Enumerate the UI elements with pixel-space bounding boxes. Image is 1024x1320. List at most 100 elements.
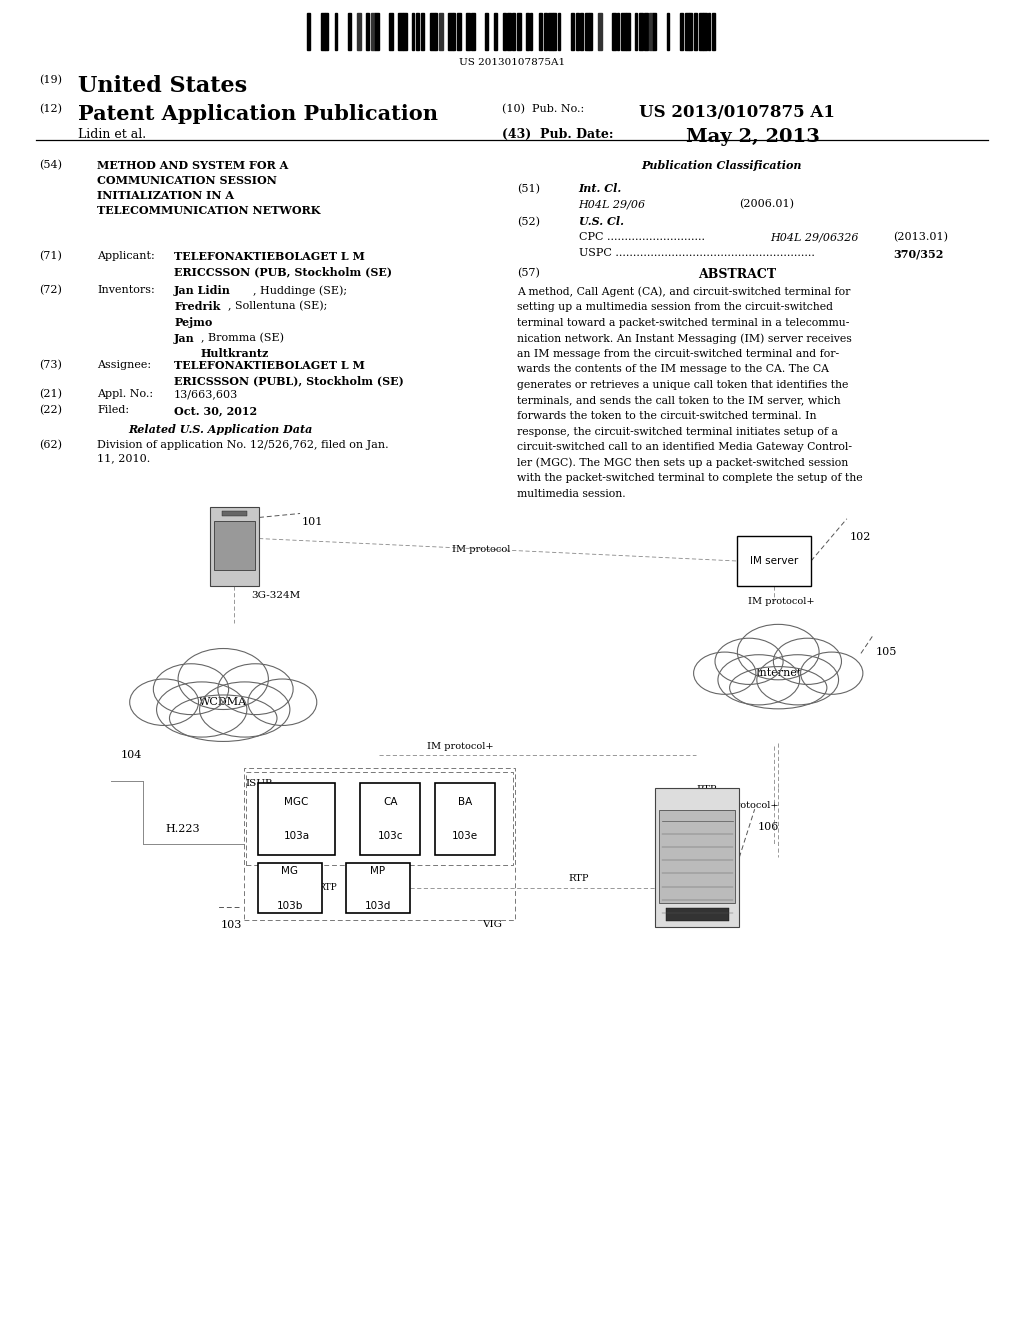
Bar	[367, 13, 369, 50]
Text: MP: MP	[371, 866, 385, 876]
Bar	[449, 13, 453, 50]
Text: Pejmo: Pejmo	[174, 317, 212, 327]
Text: United States: United States	[78, 75, 247, 98]
Text: CA: CA	[383, 797, 397, 807]
Ellipse shape	[154, 664, 228, 714]
Text: 104: 104	[121, 750, 142, 760]
Text: BA: BA	[458, 797, 472, 807]
Bar	[622, 13, 626, 50]
Text: (19): (19)	[39, 75, 61, 86]
Text: METHOD AND SYSTEM FOR A
COMMUNICATION SESSION
INITIALIZATION IN A
TELECOMMUNICAT: METHOD AND SYSTEM FOR A COMMUNICATION SE…	[97, 160, 321, 216]
Text: Publication Classification: Publication Classification	[642, 160, 802, 170]
Text: (12): (12)	[39, 104, 61, 115]
Bar	[667, 13, 670, 50]
Bar	[626, 13, 630, 50]
Text: (52): (52)	[517, 216, 540, 227]
Text: 13/663,603: 13/663,603	[174, 389, 239, 400]
Bar	[557, 13, 560, 50]
Text: RTP: RTP	[568, 874, 589, 883]
Bar	[398, 13, 402, 50]
Text: 103c: 103c	[378, 832, 402, 841]
Text: Jan Lidin: Jan Lidin	[174, 285, 231, 296]
Bar	[575, 13, 579, 50]
Text: Hultkrantz: Hultkrantz	[201, 333, 269, 359]
Bar	[616, 13, 620, 50]
Bar	[471, 13, 475, 50]
Text: MGC: MGC	[285, 797, 308, 807]
Bar	[635, 13, 637, 50]
Bar	[653, 13, 655, 50]
Bar	[222, 511, 247, 516]
Text: US 20130107875A1: US 20130107875A1	[459, 58, 565, 67]
Bar	[680, 13, 683, 50]
Text: ISUP: ISUP	[246, 779, 272, 788]
Text: Jan: Jan	[174, 333, 195, 343]
Bar	[698, 13, 702, 50]
Bar	[525, 13, 529, 50]
Bar	[417, 13, 419, 50]
Ellipse shape	[130, 678, 199, 726]
Text: IM protocol+: IM protocol+	[712, 801, 778, 810]
Bar	[516, 13, 520, 50]
Text: (62): (62)	[39, 440, 61, 450]
Text: with the packet-switched terminal to complete the setup of the: with the packet-switched terminal to com…	[517, 474, 863, 483]
Ellipse shape	[248, 678, 316, 726]
Bar	[585, 13, 589, 50]
Text: nication network. An Instant Messaging (IM) server receives: nication network. An Instant Messaging (…	[517, 333, 852, 343]
Ellipse shape	[200, 682, 290, 737]
Bar	[360, 783, 420, 855]
Bar	[402, 13, 408, 50]
Bar	[598, 13, 602, 50]
Bar	[430, 13, 434, 50]
Text: Assignee:: Assignee:	[97, 360, 152, 371]
Text: ler (MGC). The MGC then sets up a packet-switched session: ler (MGC). The MGC then sets up a packet…	[517, 458, 848, 469]
Text: (10)  Pub. No.:: (10) Pub. No.:	[502, 104, 584, 115]
Text: (57): (57)	[517, 268, 540, 279]
Text: terminals, and sends the call token to the IM server, which: terminals, and sends the call token to t…	[517, 396, 841, 405]
Text: Internet: Internet	[755, 668, 802, 678]
Bar	[737, 536, 811, 586]
Bar	[549, 13, 553, 50]
Bar	[214, 521, 255, 570]
Bar	[244, 768, 515, 920]
Text: (72): (72)	[39, 285, 61, 296]
Bar	[713, 13, 715, 50]
Bar	[484, 13, 488, 50]
Text: IM protocol+: IM protocol+	[427, 742, 495, 751]
Text: Fredrik: Fredrik	[174, 301, 220, 312]
Text: 106: 106	[758, 822, 779, 833]
Text: Appl. No.:: Appl. No.:	[97, 389, 154, 400]
Text: circuit-switched call to an identified Media Gateway Control-: circuit-switched call to an identified M…	[517, 442, 852, 453]
Bar	[639, 13, 643, 50]
Text: (71): (71)	[39, 251, 61, 261]
Bar	[553, 13, 556, 50]
Ellipse shape	[773, 639, 842, 685]
Text: (2013.01): (2013.01)	[893, 232, 948, 243]
Text: May 2, 2013: May 2, 2013	[686, 128, 820, 147]
Bar	[666, 908, 729, 921]
Text: 370/352: 370/352	[893, 248, 943, 259]
Bar	[508, 13, 511, 50]
Text: TELEFONAKTIEBOLAGET L M
ERICSSSON (PUBL), Stockholm (SE): TELEFONAKTIEBOLAGET L M ERICSSSON (PUBL)…	[174, 360, 403, 387]
Text: setting up a multimedia session from the circuit-switched: setting up a multimedia session from the…	[517, 302, 834, 312]
Text: wards the contents of the IM message to the CA. The CA: wards the contents of the IM message to …	[517, 364, 829, 375]
Bar	[571, 13, 573, 50]
Ellipse shape	[693, 652, 756, 694]
Text: Lidin et al.: Lidin et al.	[78, 128, 146, 141]
Text: USPC .........................................................: USPC ...................................…	[579, 248, 814, 259]
Text: IM protocol: IM protocol	[452, 545, 511, 554]
Text: (73): (73)	[39, 360, 61, 371]
Text: WCDMA: WCDMA	[200, 697, 247, 708]
Ellipse shape	[729, 667, 827, 709]
Text: 101: 101	[302, 517, 324, 528]
Ellipse shape	[178, 648, 268, 709]
Ellipse shape	[715, 639, 783, 685]
Text: IM server: IM server	[750, 556, 799, 566]
Text: 103: 103	[220, 920, 242, 931]
Bar	[503, 13, 506, 50]
Text: , Bromma (SE): , Bromma (SE)	[201, 333, 284, 343]
Ellipse shape	[218, 664, 293, 714]
Text: TELEFONAKTIEBOLAGET L M
ERICCSSON (PUB, Stockholm (SE): TELEFONAKTIEBOLAGET L M ERICCSSON (PUB, …	[174, 251, 392, 277]
Text: , Huddinge (SE);: , Huddinge (SE);	[253, 285, 347, 296]
Bar	[376, 13, 379, 50]
